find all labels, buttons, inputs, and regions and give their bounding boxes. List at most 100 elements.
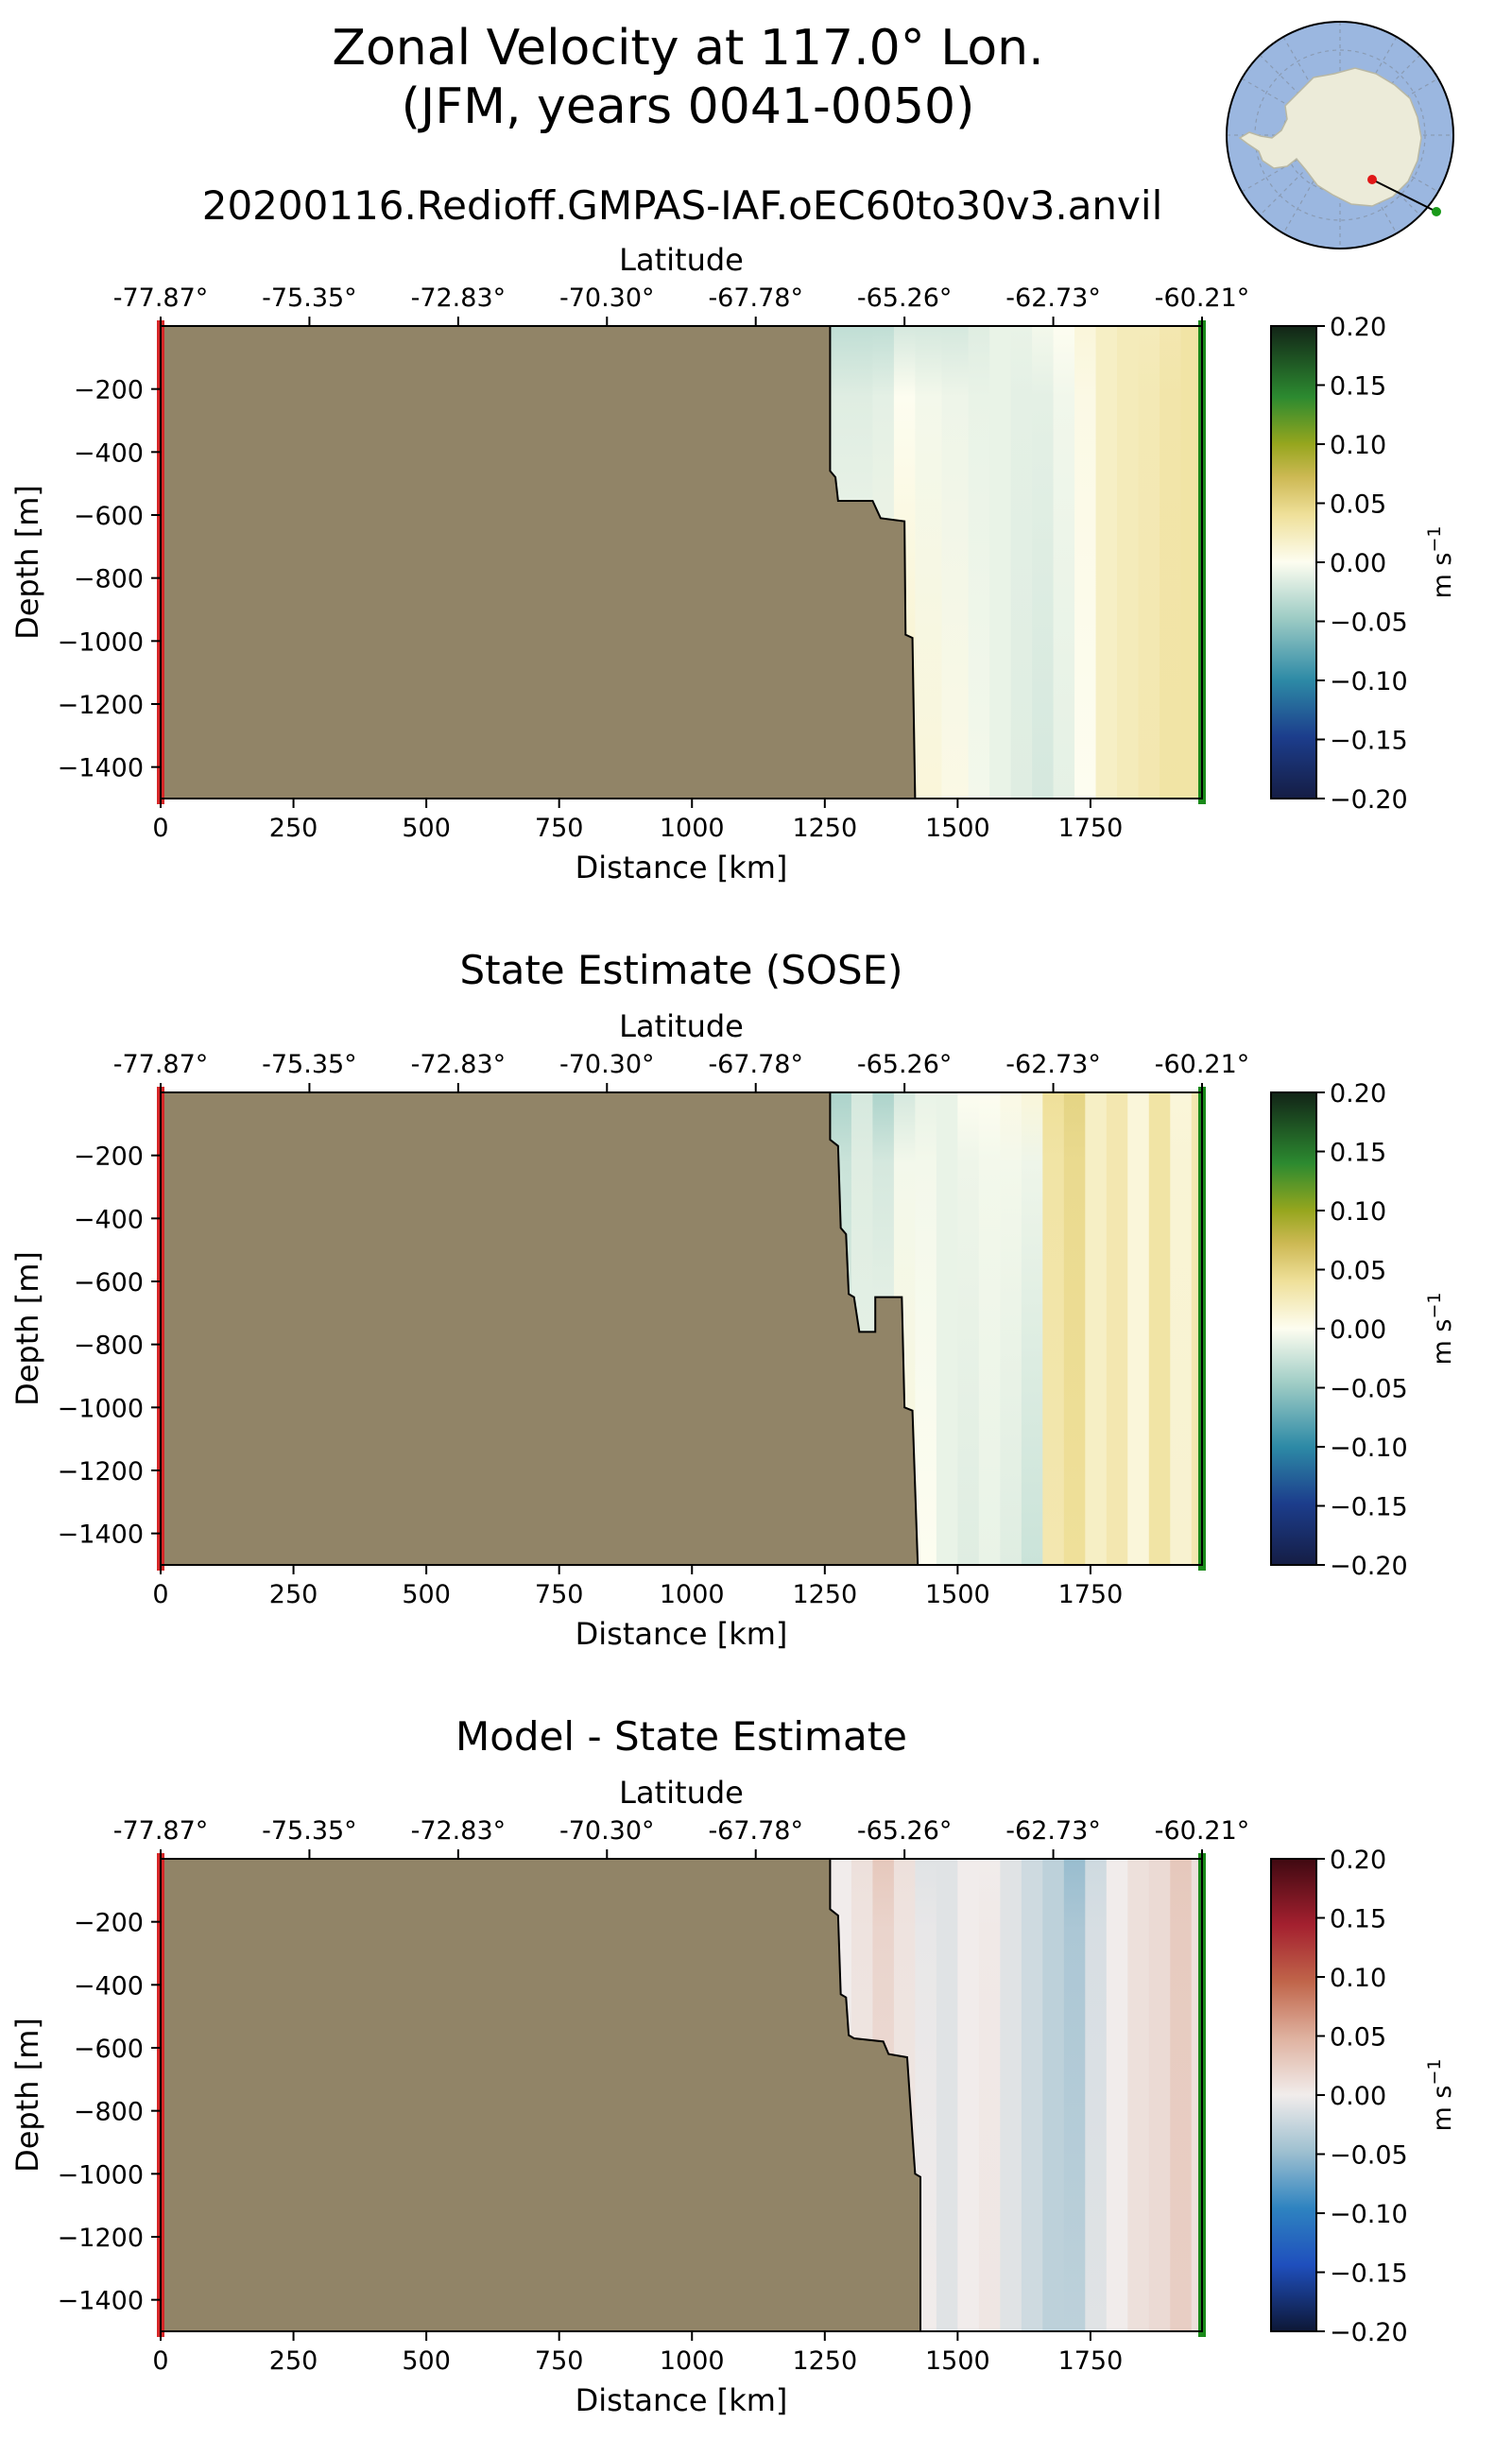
y-tick-label: −1200 <box>58 2224 144 2253</box>
field-strip <box>1063 1859 1086 2331</box>
x-tick-label: 1000 <box>660 2346 725 2376</box>
transect-line <box>1371 179 1437 213</box>
lat-tick-label: -65.26° <box>857 1816 953 1846</box>
x-tick-label: 1250 <box>792 1580 857 1609</box>
x-tick-label: 1500 <box>925 2346 990 2376</box>
y-tick-label: −800 <box>74 2098 144 2127</box>
colorbar-tick-label: 0.05 <box>1330 1257 1386 1286</box>
y-axis-label: Depth [m] <box>9 1251 45 1406</box>
figure-title-line2: (JFM, years 0041-0050) <box>402 78 975 135</box>
field-strip <box>1148 1859 1171 2331</box>
x-tick-label: 1500 <box>925 1580 990 1609</box>
y-tick-label: −400 <box>74 1205 144 1234</box>
x-tick-label: 250 <box>269 814 318 843</box>
y-tick-label: −800 <box>74 1332 144 1361</box>
bathymetry-line <box>829 1859 922 2331</box>
colorbar-tick-label: 0.15 <box>1330 1139 1386 1168</box>
transect-start-marker <box>1367 175 1377 184</box>
field-strip <box>978 1859 1001 2331</box>
colorbar-label: m s−1 <box>1424 526 1457 599</box>
y-tick-label: −200 <box>74 1143 144 1172</box>
colorbar-gradient <box>1270 1091 1317 1566</box>
lat-tick-label: -60.21° <box>1155 1816 1250 1846</box>
field-strip <box>978 1092 1001 1565</box>
field-strip <box>1106 1859 1128 2331</box>
y-tick-label: −200 <box>74 1909 144 1938</box>
colorbar: 0.20 0.15 0.10 0.05 0.00 −0.05 −0.10 −0.15 −0.20… <box>1270 1846 1457 2347</box>
x-tick-label: 1250 <box>792 814 857 843</box>
lat-tick-label: -60.21° <box>1155 1050 1250 1079</box>
x-axis-label: Distance [km] <box>576 850 788 885</box>
y-tick-label: −600 <box>74 2035 144 2064</box>
x-axis-label: Distance [km] <box>576 2382 788 2418</box>
land-mask <box>161 326 916 799</box>
x-tick-label: 1500 <box>925 814 990 843</box>
lat-tick-label: -77.87° <box>113 1816 209 1846</box>
x-tick-label: 500 <box>402 1580 451 1609</box>
panel-1: 0 250 500 750 1000 1250 1500 1750 Distance [km] -… <box>9 242 1457 885</box>
lat-axis-label: Latitude <box>619 1775 744 1811</box>
field-strip <box>1180 326 1203 799</box>
colorbar-tick-label: 0.10 <box>1330 1197 1386 1227</box>
lat-tick-label: -70.30° <box>559 284 655 313</box>
y-tick-label: −200 <box>74 376 144 405</box>
lat-tick-label: -62.73° <box>1005 1050 1101 1079</box>
field-strip <box>1117 326 1140 799</box>
field-strip <box>1042 1859 1065 2331</box>
field-strip <box>1085 1859 1108 2331</box>
colorbar-unit: m s <box>1428 553 1457 599</box>
inset-map-border <box>1226 21 1454 249</box>
field-strip <box>1021 1859 1043 2331</box>
field-strip <box>1010 326 1033 799</box>
colorbar-tick-label: 0.00 <box>1330 1315 1386 1345</box>
lat-tick-label: -72.83° <box>411 1816 507 1846</box>
field-strip <box>1127 1859 1150 2331</box>
lat-tick-label: -65.26° <box>857 284 953 313</box>
lat-tick-label: -67.78° <box>708 284 803 313</box>
colorbar-tick-label: −0.20 <box>1330 1552 1408 1581</box>
y-tick-label: −1400 <box>58 754 144 783</box>
lat-tick-label: -72.83° <box>411 284 507 313</box>
panel-title: Model - State Estimate <box>455 1713 907 1760</box>
colorbar-unit-exponent: −1 <box>1424 526 1445 553</box>
x-tick-label: 250 <box>269 2346 318 2376</box>
lat-axis-label: Latitude <box>619 242 744 278</box>
y-tick-label: −800 <box>74 565 144 594</box>
colorbar-gradient <box>1270 325 1317 799</box>
lat-tick-label: -72.83° <box>411 1050 507 1079</box>
x-tick-label: 1250 <box>792 2346 857 2376</box>
y-tick-label: −1400 <box>58 2287 144 2316</box>
y-tick-label: −1400 <box>58 1521 144 1550</box>
colorbar-tick-label: −0.20 <box>1330 2318 1408 2347</box>
lat-tick-label: -62.73° <box>1005 284 1101 313</box>
x-tick-label: 750 <box>535 814 584 843</box>
x-tick-label: 750 <box>535 1580 584 1609</box>
colorbar-tick-label: 0.20 <box>1330 1846 1386 1875</box>
lat-tick-label: -70.30° <box>559 1050 655 1079</box>
field-strip <box>968 326 990 799</box>
y-axis-label: Depth [m] <box>9 485 45 640</box>
field-strip <box>1191 1092 1203 1565</box>
colorbar-tick-label: −0.05 <box>1330 1375 1408 1404</box>
colorbar-tick-label: 0.20 <box>1330 313 1386 342</box>
colorbar-tick-label: −0.15 <box>1330 2259 1408 2289</box>
field-strip <box>1160 326 1182 799</box>
field-strip <box>1138 326 1160 799</box>
field-strip <box>1053 326 1075 799</box>
colorbar-tick-label: −0.05 <box>1330 2141 1408 2171</box>
x-tick-label: 0 <box>152 2346 168 2376</box>
colorbar-tick-label: −0.15 <box>1330 727 1408 756</box>
y-tick-label: −1000 <box>58 2160 144 2190</box>
field-strip <box>957 1092 980 1565</box>
lat-tick-label: -65.26° <box>857 1050 953 1079</box>
colorbar-tick-label: 0.15 <box>1330 372 1386 402</box>
colorbar-unit-exponent: −1 <box>1424 1293 1445 1319</box>
y-tick-label: −400 <box>74 1971 144 2001</box>
x-axis-label: Distance [km] <box>576 1616 788 1652</box>
field-strip <box>1095 326 1118 799</box>
panel-2: State Estimate (SOSE) 0 250 500 750 1000 1250 1… <box>9 947 1457 1652</box>
colorbar-tick-label: −0.05 <box>1330 609 1408 638</box>
field-strip <box>1191 1859 1203 2331</box>
x-tick-label: 1750 <box>1058 2346 1124 2376</box>
